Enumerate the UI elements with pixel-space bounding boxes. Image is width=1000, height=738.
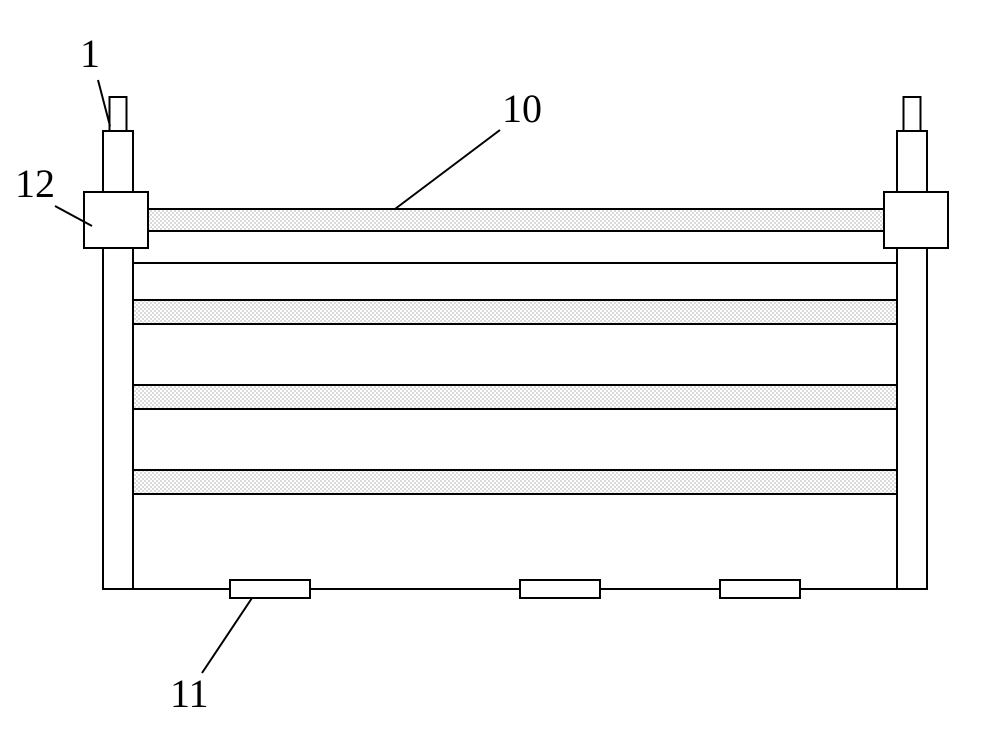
- callout-label-1: 1: [80, 30, 100, 77]
- callout-label-12: 12: [15, 160, 55, 207]
- leader-10: [395, 130, 500, 209]
- strip-2: [133, 470, 897, 494]
- leader-1: [98, 80, 110, 126]
- diagram-svg: [0, 0, 1000, 733]
- right-post-cap: [904, 97, 921, 131]
- base-tab-0: [230, 580, 310, 598]
- base-tab-2: [720, 580, 800, 598]
- strip-0: [133, 300, 897, 324]
- leader-11: [202, 598, 252, 673]
- callout-label-10: 10: [502, 85, 542, 132]
- strip-1: [133, 385, 897, 409]
- diagram-stage: 1 10 12 11: [0, 0, 1000, 733]
- callout-label-11: 11: [170, 670, 209, 717]
- left-post-cap: [110, 97, 127, 131]
- base-tab-1: [520, 580, 600, 598]
